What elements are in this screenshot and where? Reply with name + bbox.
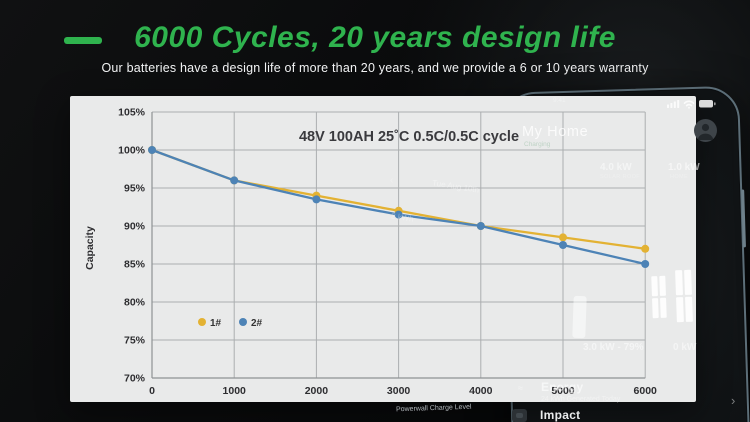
data-point	[641, 260, 650, 268]
powerwall-power-value: 3.0 kW - 79%	[583, 342, 644, 353]
home-power-label: HOME	[670, 174, 689, 180]
solar-power-value: 4.0 kW	[600, 162, 632, 173]
svg-text:90%: 90%	[124, 221, 146, 233]
capacity-line-chart: 105% 100% 95% 90% 85% 80% 75% 70%0 1000 2000 3000 4…	[84, 107, 657, 398]
svg-text:1#: 1#	[210, 318, 222, 329]
svg-text:105%: 105%	[118, 107, 146, 119]
chart-series-2#	[148, 146, 650, 268]
svg-text:2#: 2#	[251, 318, 263, 329]
impact-section-title[interactable]: Impact	[540, 408, 581, 422]
status-time: 9:41	[553, 97, 566, 104]
energy-section-subtitle: 24 kWh Generated Today	[541, 396, 621, 403]
svg-text:5000: 5000	[551, 385, 575, 397]
data-point	[559, 241, 567, 249]
y-axis-label: Capacity	[84, 226, 96, 270]
energy-section-title[interactable]: Energy	[541, 380, 584, 394]
back-chevron-icon[interactable]: ‹	[390, 175, 394, 186]
data-point	[476, 222, 485, 230]
solar-power-label: SOLAR ROOF	[600, 174, 641, 180]
svg-text:95%: 95%	[124, 183, 146, 195]
data-point	[148, 146, 156, 154]
svg-text:85%: 85%	[124, 259, 146, 271]
chart-legend: 1# 2#	[198, 318, 263, 329]
impact-icon	[512, 409, 527, 422]
forward-chevron-icon[interactable]: ›	[731, 393, 736, 408]
svg-text:75%: 75%	[124, 335, 146, 347]
signal-icon	[667, 100, 680, 108]
energy-chart-icon: ≈	[518, 383, 523, 393]
svg-text:100%: 100%	[118, 145, 146, 157]
avatar[interactable]	[694, 119, 717, 142]
app-status-badge: Charging	[524, 141, 551, 148]
page-title: 6000 Cycles, 20 years design life	[134, 21, 616, 54]
data-point	[559, 233, 567, 242]
phone-side-button	[741, 189, 746, 248]
wifi-icon	[683, 100, 695, 109]
svg-text:80%: 80%	[124, 297, 146, 309]
chart-card: 105% 100% 95% 90% 85% 80% 75% 70% 0 1000 2000 3000 4…	[70, 96, 696, 402]
page-subtitle: Our batteries have a design life of more…	[101, 61, 649, 75]
person-icon	[697, 123, 714, 140]
data-point	[230, 176, 239, 185]
powerwall-charge-level-label: Powerwall Charge Level	[395, 403, 472, 414]
svg-text:70%: 70%	[124, 373, 146, 385]
battery-icon	[699, 100, 716, 108]
svg-text:3000: 3000	[387, 385, 411, 397]
svg-text:0: 0	[149, 385, 155, 397]
house-window-graphic	[675, 269, 693, 323]
svg-text:1000: 1000	[223, 385, 247, 397]
chart-gridlines	[151, 111, 646, 379]
svg-text:6000: 6000	[634, 385, 658, 397]
data-point	[394, 210, 403, 219]
house-window-graphic	[651, 275, 667, 319]
powerwall-unit-graphic	[572, 295, 587, 339]
data-point	[641, 244, 650, 253]
svg-text:4000: 4000	[469, 385, 493, 397]
chart-title: 48V 100AH 25˚C 0.5C/0.5C cycle	[299, 129, 519, 145]
home-power-value: 1.0 kW	[668, 162, 700, 173]
data-point	[312, 195, 321, 204]
app-title: My Home	[522, 124, 589, 140]
y-axis-tick-labels: 105% 100% 95% 90% 85% 80% 75% 70%	[118, 107, 146, 385]
grid-power-value: 0 kW	[673, 342, 697, 353]
svg-text:2000: 2000	[305, 385, 329, 397]
status-icons	[667, 97, 717, 115]
x-axis-tick-labels: 0 1000 2000 3000 4000 5000 6000	[149, 385, 657, 397]
title-dash-decoration	[64, 37, 102, 44]
